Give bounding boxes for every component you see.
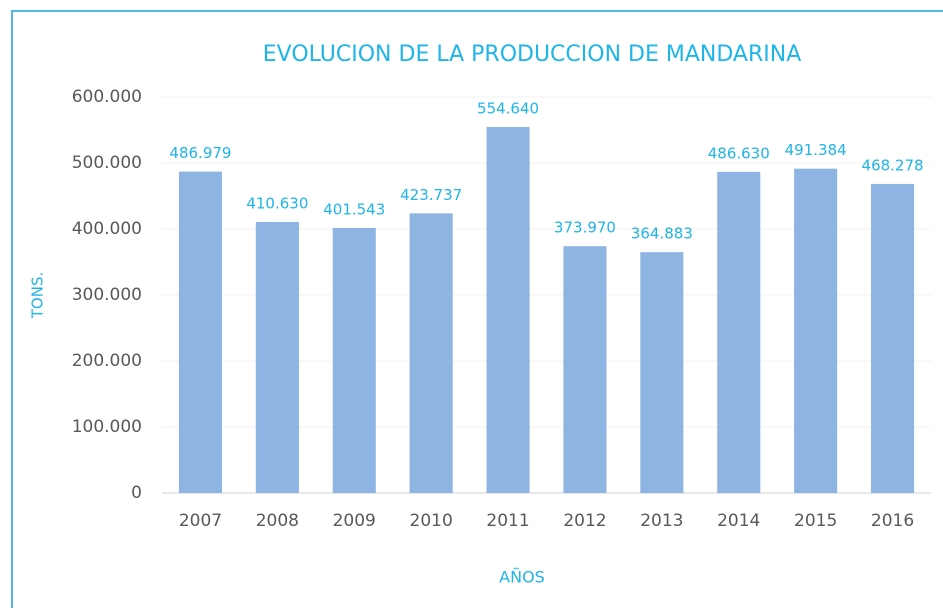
x-tick-label: 2015 xyxy=(794,511,837,531)
data-label: 364.883 xyxy=(631,225,693,243)
x-tick-label: 2013 xyxy=(640,511,683,531)
chart-title: EVOLUCION DE LA PRODUCCION DE MANDARINA xyxy=(263,42,802,67)
bar xyxy=(871,183,915,493)
data-label: 373.970 xyxy=(554,219,616,237)
y-tick-label: 0 xyxy=(131,483,142,503)
x-tick-label: 2012 xyxy=(563,511,606,531)
bar xyxy=(409,213,453,494)
bar xyxy=(717,171,761,493)
bar xyxy=(178,171,222,493)
y-tick-label: 600.000 xyxy=(72,87,142,107)
bar xyxy=(563,246,607,493)
chart-frame xyxy=(11,10,943,608)
x-tick-label: 2010 xyxy=(410,511,453,531)
bar xyxy=(332,227,376,493)
x-tick-label: 2016 xyxy=(871,511,914,531)
x-tick-label: 2009 xyxy=(333,511,376,531)
y-tick-label: 300.000 xyxy=(72,285,142,305)
data-label: 554.640 xyxy=(477,99,539,117)
y-tick-label: 400.000 xyxy=(72,219,142,239)
x-tick-label: 2007 xyxy=(179,511,222,531)
data-label: 423.737 xyxy=(400,186,462,204)
y-tick-label: 500.000 xyxy=(72,153,142,173)
y-tick-label: 200.000 xyxy=(72,351,142,371)
bar xyxy=(486,126,530,494)
data-label: 401.543 xyxy=(323,200,385,218)
bar xyxy=(794,168,838,493)
y-tick-label: 100.000 xyxy=(72,417,142,437)
y-axis-label: TONS. xyxy=(29,272,47,319)
bar xyxy=(255,221,299,494)
data-label: 410.630 xyxy=(246,194,308,212)
data-label: 491.384 xyxy=(785,141,847,159)
data-label: 486.630 xyxy=(708,144,770,162)
x-tick-label: 2014 xyxy=(717,511,760,531)
bar xyxy=(640,252,684,493)
x-tick-label: 2008 xyxy=(256,511,299,531)
x-tick-label: 2011 xyxy=(486,511,529,531)
data-label: 486.979 xyxy=(169,144,231,162)
data-label: 468.278 xyxy=(862,156,924,174)
x-axis-label: AÑOS xyxy=(499,568,545,587)
